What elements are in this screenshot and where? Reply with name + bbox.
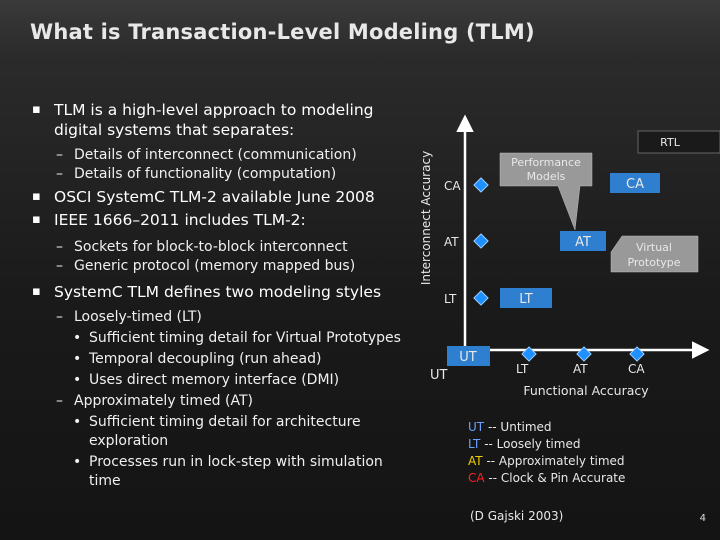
diamond-y-lt xyxy=(473,290,489,306)
diamond-y-ca xyxy=(473,177,489,193)
diamond-y-at xyxy=(473,233,489,249)
ut-box-label: UT xyxy=(459,350,477,365)
ca-box xyxy=(610,173,660,193)
diamond-x-ca xyxy=(629,346,645,362)
at-box-label: AT xyxy=(575,235,591,250)
x-level-at: AT xyxy=(573,362,588,376)
ca-box-label: CA xyxy=(626,177,644,192)
rtl-box xyxy=(637,130,720,154)
diamond-x-lt xyxy=(521,346,537,362)
rtl-label: RTL xyxy=(660,136,681,149)
bullet: Sockets for block-to-block interconnect xyxy=(32,238,402,257)
performance-callout-line2: Models xyxy=(527,170,566,183)
y-axis-label: Interconnect Accuracy xyxy=(419,151,433,285)
slide-title: What is Transaction-Level Modeling (TLM) xyxy=(30,20,535,44)
diamond-x-at xyxy=(576,346,592,362)
bullet: TLM is a high-level approach to modeling… xyxy=(32,100,402,140)
y-level-at: AT xyxy=(444,235,459,249)
ut-box xyxy=(447,346,490,366)
virtual-prototype-callout xyxy=(610,235,699,273)
lt-box-label: LT xyxy=(519,292,532,307)
legend: UT -- Untimed LT -- Loosely timed AT -- … xyxy=(468,420,625,485)
virtual-callout-line2: Prototype xyxy=(627,256,680,269)
x-level-ca: CA xyxy=(628,362,645,376)
bullet: Generic protocol (memory mapped bus) xyxy=(32,257,402,276)
y-level-lt: LT xyxy=(444,292,457,306)
bullet-list: TLM is a high-level approach to modeling… xyxy=(32,100,402,491)
bullet: Details of interconnect (communication) xyxy=(32,146,402,165)
bullet: IEEE 1666–2011 includes TLM-2: xyxy=(32,210,402,230)
bullet: Sufficient timing detail for Virtual Pro… xyxy=(32,329,402,348)
bullet: Temporal decoupling (run ahead) xyxy=(32,350,402,369)
bullet: SystemC TLM defines two modeling styles xyxy=(32,282,402,302)
bullet: Processes run in lock-step with simulati… xyxy=(32,453,402,491)
performance-callout-line1: Performance xyxy=(511,156,581,169)
x-level-lt: LT xyxy=(516,362,529,376)
citation: (D Gajski 2003) xyxy=(470,509,563,523)
legend-lt: LT -- Loosely timed xyxy=(468,437,580,451)
bullet: Loosely-timed (LT) xyxy=(32,308,402,327)
virtual-callout-line1: Virtual xyxy=(636,241,672,254)
legend-at: AT -- Approximately timed xyxy=(468,454,625,468)
legend-ca: CA -- Clock & Pin Accurate xyxy=(468,471,625,485)
y-level-ca: CA xyxy=(444,179,461,193)
x-axis-label: Functional Accuracy xyxy=(523,383,649,398)
bullet: Uses direct memory interface (DMI) xyxy=(32,371,402,390)
performance-callout xyxy=(499,152,593,231)
page-number: 4 xyxy=(699,513,706,524)
at-box xyxy=(560,231,606,251)
bullet: Approximately timed (AT) xyxy=(32,392,402,411)
tlm-diagram: Interconnect Accuracy CA AT LT LT AT CA … xyxy=(419,114,720,523)
legend-ut: UT -- Untimed xyxy=(468,420,552,434)
lt-box xyxy=(500,288,552,308)
bullet: Sufficient timing detail for architectur… xyxy=(32,413,402,451)
bullet: Details of functionality (computation) xyxy=(32,165,402,184)
origin-label: UT xyxy=(430,368,448,383)
bullet: OSCI SystemC TLM-2 available June 2008 xyxy=(32,187,402,207)
